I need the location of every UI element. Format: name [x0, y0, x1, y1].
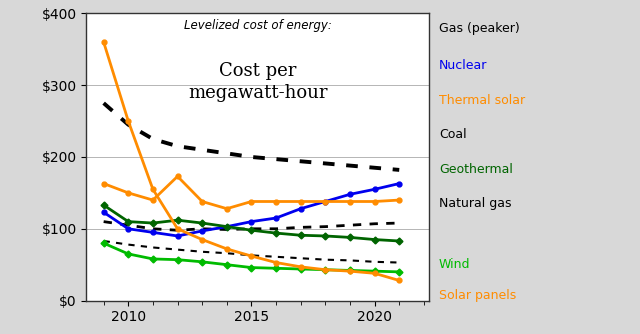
Text: Gas (peaker): Gas (peaker): [439, 22, 520, 35]
Text: Thermal solar: Thermal solar: [439, 94, 525, 107]
Text: Coal: Coal: [439, 128, 467, 141]
Text: Solar panels: Solar panels: [439, 289, 516, 302]
Text: Natural gas: Natural gas: [439, 197, 511, 210]
Text: Cost per
megawatt-hour: Cost per megawatt-hour: [188, 62, 327, 103]
Text: Levelized cost of energy:: Levelized cost of energy:: [184, 19, 332, 32]
Text: Geothermal: Geothermal: [439, 163, 513, 176]
Text: Wind: Wind: [439, 258, 470, 271]
Text: Nuclear: Nuclear: [439, 59, 488, 72]
